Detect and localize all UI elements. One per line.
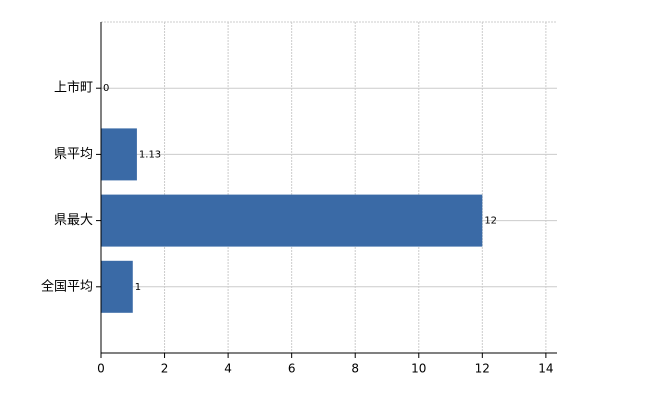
x-tick-label: 4 [224,362,232,376]
bar [101,260,133,313]
x-tick-label: 6 [288,362,296,376]
x-tick-label: 10 [411,362,426,376]
value-label: 1 [135,282,141,293]
x-tick-label: 8 [351,362,359,376]
x-tick-label: 0 [97,362,105,376]
value-label: 0 [103,83,109,94]
x-tick-label: 2 [161,362,169,376]
value-label: 1.13 [139,149,161,160]
y-tick-label: 県最大 [54,213,93,228]
bar [101,128,137,181]
y-tick-label: 上市町 [54,80,93,96]
y-tick-label: 県平均 [54,147,93,162]
bar [101,194,483,247]
x-tick-label: 14 [538,362,553,376]
y-tick-label: 全国平均 [41,278,93,294]
x-tick-label: 12 [475,362,490,376]
value-label: 12 [484,216,497,227]
